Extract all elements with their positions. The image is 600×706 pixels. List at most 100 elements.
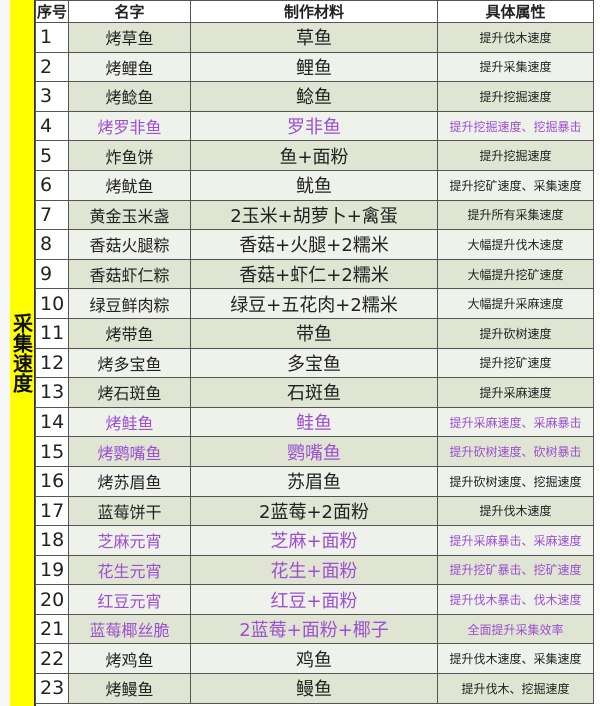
attr-cell[interactable]: 提升采集速度 bbox=[437, 51, 594, 83]
attr-cell[interactable]: 提升采麻暴击、采麻速度 bbox=[437, 525, 594, 556]
seq-cell[interactable]: 16 bbox=[35, 465, 69, 497]
name-cell[interactable]: 烤石斑鱼 bbox=[68, 377, 191, 408]
attr-cell[interactable]: 提升挖掘速度 bbox=[437, 140, 594, 171]
mat-cell[interactable]: 鲤鱼 bbox=[190, 51, 438, 83]
attr-cell[interactable]: 提升挖矿速度、采集速度 bbox=[437, 169, 594, 201]
name-cell[interactable]: 烤鲶鱼 bbox=[68, 81, 191, 112]
attr-cell[interactable]: 提升砍树速度、砍树暴击 bbox=[437, 436, 594, 467]
mat-cell[interactable]: 苏眉鱼 bbox=[190, 465, 438, 497]
attr-cell[interactable]: 提升挖掘速度、挖掘暴击 bbox=[437, 110, 594, 142]
name-cell[interactable]: 芝麻元宵 bbox=[68, 525, 191, 556]
name-cell[interactable]: 黄金玉米盏 bbox=[68, 199, 191, 231]
attr-cell[interactable]: 提升挖掘速度 bbox=[437, 81, 594, 112]
mat-cell[interactable]: 绿豆+五花肉+2糯米 bbox=[190, 288, 438, 319]
attr-cell[interactable]: 提升伐木暴击、伐木速度 bbox=[437, 584, 594, 615]
seq-cell[interactable]: 5 bbox=[35, 140, 69, 171]
seq-cell[interactable]: 18 bbox=[35, 525, 69, 556]
seq-cell[interactable]: 11 bbox=[35, 317, 69, 349]
mat-cell[interactable]: 2蓝莓+2面粉 bbox=[190, 495, 438, 527]
mat-cell[interactable]: 鸡鱼 bbox=[190, 643, 438, 675]
mat-cell[interactable]: 鱿鱼 bbox=[190, 169, 438, 201]
name-cell[interactable]: 红豆元宵 bbox=[68, 584, 191, 615]
seq-cell[interactable]: 4 bbox=[35, 110, 69, 142]
mat-cell[interactable]: 香菇+火腿+2糯米 bbox=[190, 229, 438, 260]
mat-cell[interactable]: 红豆+面粉 bbox=[190, 584, 438, 615]
name-cell[interactable]: 烤苏眉鱼 bbox=[68, 465, 191, 497]
mat-cell[interactable]: 多宝鱼 bbox=[190, 347, 438, 379]
mat-cell[interactable]: 鳗鱼 bbox=[190, 673, 438, 704]
seq-cell[interactable]: 9 bbox=[35, 258, 69, 290]
name-cell[interactable]: 香菇火腿粽 bbox=[68, 229, 191, 260]
name-cell[interactable]: 蓝莓饼干 bbox=[68, 495, 191, 527]
name-cell[interactable]: 蓝莓椰丝脆 bbox=[68, 613, 191, 645]
attr-cell[interactable]: 提升挖矿速度 bbox=[437, 347, 594, 379]
mat-cell[interactable]: 2蓝莓+面粉+椰子 bbox=[190, 613, 438, 645]
seq-cell[interactable]: 7 bbox=[35, 199, 69, 231]
name-cell[interactable]: 烤鲤鱼 bbox=[68, 51, 191, 83]
mat-cell[interactable]: 石斑鱼 bbox=[190, 377, 438, 408]
attr-cell[interactable]: 提升砍树速度、挖掘速度 bbox=[437, 465, 594, 497]
seq-cell[interactable]: 19 bbox=[35, 554, 69, 586]
name-cell[interactable]: 烤鹦嘴鱼 bbox=[68, 436, 191, 467]
name-cell[interactable]: 烤多宝鱼 bbox=[68, 347, 191, 379]
attr-cell[interactable]: 大幅提升伐木速度 bbox=[437, 229, 594, 260]
mat-cell[interactable]: 草鱼 bbox=[190, 22, 438, 53]
seq-cell[interactable]: 10 bbox=[35, 288, 69, 319]
table-row: 18 芝麻元宵 芝麻+面粉 提升采麻暴击、采麻速度 bbox=[35, 525, 594, 556]
name-cell[interactable]: 炸鱼饼 bbox=[68, 140, 191, 171]
mat-cell[interactable]: 鹦嘴鱼 bbox=[190, 436, 438, 467]
header-name[interactable]: 名字 bbox=[68, 0, 191, 23]
category-cell[interactable]: 采集速度 bbox=[10, 0, 36, 706]
attr-cell[interactable]: 提升砍树速度 bbox=[437, 317, 594, 349]
mat-cell[interactable]: 香菇+虾仁+2糯米 bbox=[190, 258, 438, 290]
name-cell[interactable]: 烤带鱼 bbox=[68, 317, 191, 349]
mat-cell[interactable]: 罗非鱼 bbox=[190, 110, 438, 142]
seq-cell[interactable]: 13 bbox=[35, 377, 69, 408]
attr-cell[interactable]: 提升挖矿暴击、挖矿速度 bbox=[437, 554, 594, 586]
seq-cell[interactable]: 12 bbox=[35, 347, 69, 379]
attr-cell[interactable]: 大幅提升采麻速度 bbox=[437, 288, 594, 319]
seq-cell[interactable]: 22 bbox=[35, 643, 69, 675]
mat-cell[interactable]: 带鱼 bbox=[190, 317, 438, 349]
header-material[interactable]: 制作材料 bbox=[190, 0, 438, 23]
mat-cell[interactable]: 2玉米+胡萝卜+禽蛋 bbox=[190, 199, 438, 231]
mat-cell[interactable]: 鲑鱼 bbox=[190, 406, 438, 438]
header-attribute[interactable]: 具体属性 bbox=[437, 0, 594, 23]
seq-cell[interactable]: 8 bbox=[35, 229, 69, 260]
table-row: 20 红豆元宵 红豆+面粉 提升伐木暴击、伐木速度 bbox=[35, 584, 594, 615]
attr-cell[interactable]: 提升采麻速度 bbox=[437, 377, 594, 408]
name-cell[interactable]: 绿豆鲜肉粽 bbox=[68, 288, 191, 319]
attr-cell[interactable]: 全面提升采集效率 bbox=[437, 613, 594, 645]
attr-cell[interactable]: 提升采麻速度、采麻暴击 bbox=[437, 406, 594, 438]
seq-cell[interactable]: 2 bbox=[35, 51, 69, 83]
mat-cell[interactable]: 鱼+面粉 bbox=[190, 140, 438, 171]
name-cell[interactable]: 花生元宵 bbox=[68, 554, 191, 586]
mat-cell[interactable]: 芝麻+面粉 bbox=[190, 525, 438, 556]
seq-cell[interactable]: 6 bbox=[35, 169, 69, 201]
attr-cell[interactable]: 提升伐木、挖掘速度 bbox=[437, 673, 594, 704]
name-cell[interactable]: 烤鸡鱼 bbox=[68, 643, 191, 675]
header-seq[interactable]: 序号 bbox=[35, 0, 69, 23]
attr-cell[interactable]: 提升所有采集速度 bbox=[437, 199, 594, 231]
name-cell[interactable]: 烤罗非鱼 bbox=[68, 110, 191, 142]
seq-cell[interactable]: 23 bbox=[35, 673, 69, 704]
seq-cell[interactable]: 15 bbox=[35, 436, 69, 467]
seq-cell[interactable]: 1 bbox=[35, 22, 69, 53]
seq-cell[interactable]: 17 bbox=[35, 495, 69, 527]
attr-cell[interactable]: 提升伐木速度 bbox=[437, 22, 594, 53]
seq-cell[interactable]: 21 bbox=[35, 613, 69, 645]
attr-cell[interactable]: 提升伐木速度 bbox=[437, 495, 594, 527]
name-cell[interactable]: 烤鲑鱼 bbox=[68, 406, 191, 438]
name-cell[interactable]: 烤草鱼 bbox=[68, 22, 191, 53]
seq-cell[interactable]: 14 bbox=[35, 406, 69, 438]
mat-cell[interactable]: 花生+面粉 bbox=[190, 554, 438, 586]
mat-cell[interactable]: 鲶鱼 bbox=[190, 81, 438, 112]
seq-cell[interactable]: 3 bbox=[35, 81, 69, 112]
attr-cell[interactable]: 大幅提升挖矿速度 bbox=[437, 258, 594, 290]
name-cell[interactable]: 烤鳗鱼 bbox=[68, 673, 191, 704]
seq-cell[interactable]: 20 bbox=[35, 584, 69, 615]
attr-cell[interactable]: 提升伐木速度、采集速度 bbox=[437, 643, 594, 675]
name-cell[interactable]: 烤鱿鱼 bbox=[68, 169, 191, 201]
table-row: 21 蓝莓椰丝脆 2蓝莓+面粉+椰子 全面提升采集效率 bbox=[35, 613, 594, 645]
name-cell[interactable]: 香菇虾仁粽 bbox=[68, 258, 191, 290]
